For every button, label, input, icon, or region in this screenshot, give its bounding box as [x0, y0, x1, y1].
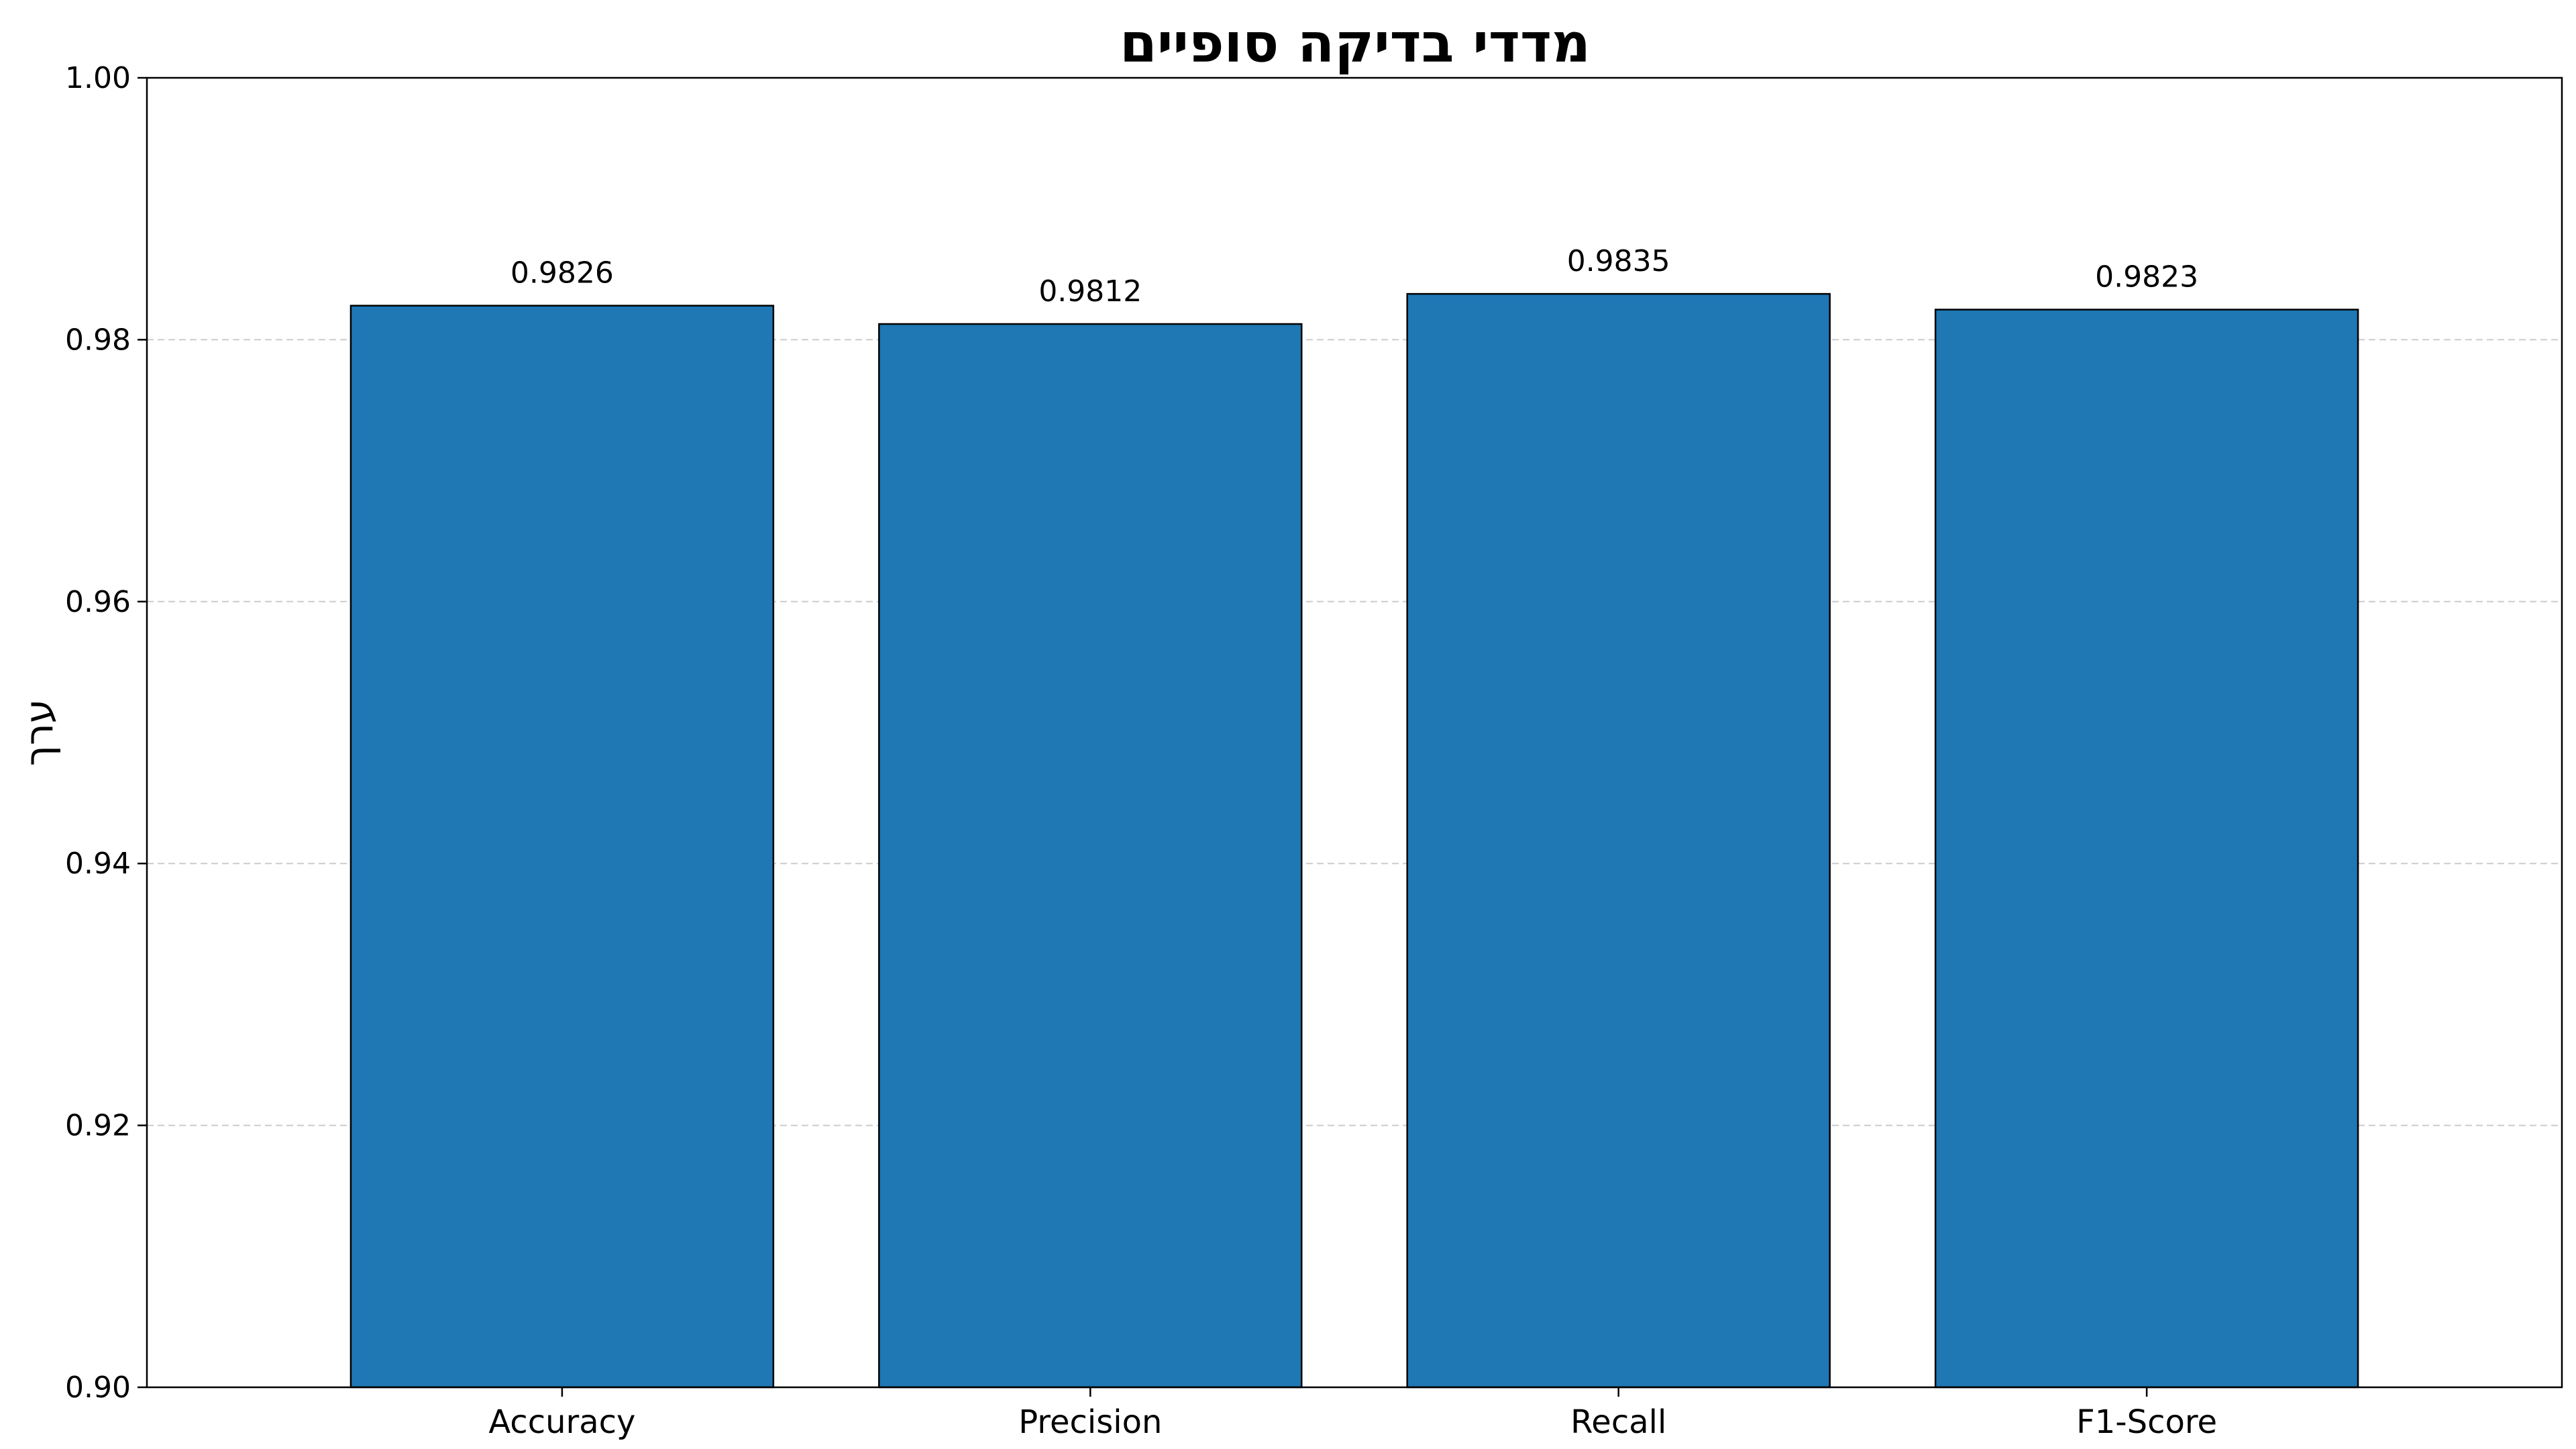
- bar-f1-score: [1934, 309, 2359, 1389]
- x-tick-label: Accuracy: [488, 1403, 635, 1441]
- y-axis-label: ערך: [16, 699, 62, 766]
- y-tick-label: 0.94: [65, 847, 131, 881]
- data-label: 0.9823: [2095, 260, 2198, 294]
- y-axis: 0.90 0.92 0.94 0.96 0.98 1.00: [65, 61, 147, 1405]
- y-tick-label: 0.96: [65, 585, 131, 619]
- y-tick-label: 0.98: [65, 323, 131, 357]
- x-axis: Accuracy Precision Recall F1-Score: [488, 1387, 2217, 1441]
- data-label: 0.9812: [1038, 274, 1142, 309]
- data-label: 0.9835: [1567, 244, 1670, 278]
- x-tick-label: Recall: [1570, 1403, 1666, 1441]
- x-tick-label: F1-Score: [2076, 1403, 2217, 1441]
- bar-recall: [1406, 292, 1831, 1389]
- bar-precision: [878, 323, 1303, 1389]
- x-tick-label: Precision: [1018, 1403, 1162, 1441]
- bar-accuracy: [350, 305, 775, 1389]
- y-tick-label: 0.92: [65, 1109, 131, 1143]
- data-label: 0.9826: [511, 256, 614, 290]
- y-tick-label: 0.90: [65, 1371, 131, 1405]
- data-labels: 0.9826 0.9812 0.9835 0.9823: [511, 244, 2198, 309]
- y-tick-label: 1.00: [65, 61, 131, 95]
- bars: [350, 292, 2359, 1389]
- chart-title: מדדי בדיקה סופיים: [1120, 12, 1591, 74]
- plot-frame: [146, 76, 2563, 1389]
